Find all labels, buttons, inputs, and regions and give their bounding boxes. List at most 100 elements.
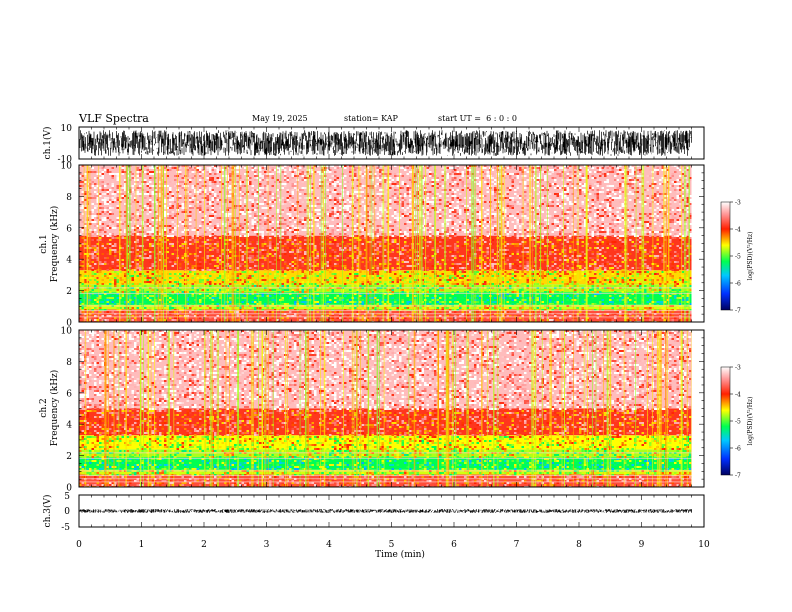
spectrogram-cell — [654, 193, 657, 195]
spectrogram-cell — [241, 191, 244, 193]
spectrogram-cell — [591, 177, 594, 179]
spectrogram-cell — [509, 243, 512, 245]
spectrogram-cell — [589, 193, 592, 195]
spectrogram-cell — [254, 225, 257, 227]
spectrogram-cell — [371, 181, 374, 183]
spectrogram-cell — [249, 215, 252, 217]
spectrogram-cell — [516, 213, 519, 215]
spectrogram-cell — [551, 251, 554, 253]
spectrogram-cell — [491, 217, 494, 219]
spectrogram-cell — [201, 221, 204, 223]
spectrogram-cell — [384, 165, 387, 167]
spectrogram-cell — [101, 203, 104, 205]
spectrogram-cell — [569, 247, 572, 249]
spectrogram-cell — [301, 165, 304, 167]
spectrogram-cell — [531, 243, 534, 245]
spectrogram-cell — [241, 223, 244, 225]
spectrogram-cell — [244, 241, 247, 243]
spectrogram-cell — [589, 241, 592, 243]
spectrogram-cell — [376, 251, 379, 253]
spectrogram-cell — [319, 225, 322, 227]
spectrogram-cell — [291, 197, 294, 199]
spectrogram-cell — [299, 169, 302, 171]
spectrogram-cell — [96, 233, 99, 235]
spectrogram-cell — [469, 173, 472, 175]
spectrogram-cell — [189, 183, 192, 185]
spectrogram-cell — [101, 217, 104, 219]
spectrogram-cell — [519, 167, 522, 169]
spectrogram-cell — [531, 187, 534, 189]
spectrogram-cell — [449, 247, 452, 249]
spectrogram-cell — [206, 169, 209, 171]
spectrogram-cell — [566, 193, 569, 195]
spectrogram-cell — [636, 173, 639, 175]
spectrogram-cell — [524, 247, 527, 249]
spectrogram-cell — [376, 241, 379, 243]
spectrogram-cell — [316, 197, 319, 199]
spectrogram-cell — [109, 253, 112, 255]
spectrogram-cell — [249, 181, 252, 183]
spectrogram-cell — [306, 207, 309, 209]
spectrogram-cell — [566, 167, 569, 169]
spectrogram-cell — [329, 197, 332, 199]
spectrogram-cell — [459, 193, 462, 195]
spectrogram-cell — [111, 233, 114, 235]
spectrogram-cell — [629, 177, 632, 179]
spectrogram-cell — [81, 221, 84, 223]
spectrogram-cell — [301, 189, 304, 191]
spectrogram-cell — [79, 183, 82, 185]
spectrogram-cell — [531, 231, 534, 233]
spectrogram-cell — [151, 165, 154, 167]
spectrogram-cell — [301, 211, 304, 213]
spectrogram-cell — [269, 179, 272, 181]
spectrogram-cell — [556, 175, 559, 177]
spectrogram-cell — [254, 227, 257, 229]
spectrogram-cell — [254, 171, 257, 173]
spectrogram-cell — [289, 235, 292, 237]
spectrogram-cell — [564, 203, 567, 205]
spectrogram-cell — [326, 217, 329, 219]
spectrogram-cell — [499, 201, 502, 203]
spectrogram-cell — [326, 243, 329, 245]
spectrogram-cell — [134, 179, 137, 181]
spectrogram-cell — [569, 167, 572, 169]
spectrogram-cell — [554, 187, 557, 189]
spectrogram-cell — [531, 171, 534, 173]
spectrogram-cell — [199, 211, 202, 213]
spectrogram-cell — [211, 247, 214, 249]
spectrogram-cell — [281, 171, 284, 173]
spectrogram-cell — [339, 213, 342, 215]
spectrogram-cell — [619, 195, 622, 197]
spectrogram-cell — [371, 167, 374, 169]
spectrogram-cell — [121, 197, 124, 199]
spectrogram-cell — [666, 211, 669, 213]
spectrogram-cell — [494, 189, 497, 191]
spectrogram-cell — [379, 177, 382, 179]
spectrogram-cell — [229, 199, 232, 201]
spectrogram-cell — [261, 235, 264, 237]
spectrogram-cell — [124, 185, 127, 187]
spectrogram-cell — [606, 167, 609, 169]
spectrogram-cell — [446, 245, 449, 247]
spectrogram-cell — [339, 225, 342, 227]
spectrogram-cell — [216, 241, 219, 243]
spectrogram-cell — [581, 215, 584, 217]
spectrogram-cell — [674, 171, 677, 173]
spectrogram-cell — [666, 165, 669, 167]
spectrogram-cell — [509, 165, 512, 167]
spectrogram-cell — [621, 241, 624, 243]
spectrogram-cell — [106, 253, 109, 255]
spectrogram-cell — [551, 171, 554, 173]
spectrogram-cell — [261, 249, 264, 251]
spectrogram-cell — [679, 203, 682, 205]
spectrogram-cell — [669, 187, 672, 189]
spectrogram-cell — [264, 223, 267, 225]
spectrogram-cell — [389, 237, 392, 239]
spectrogram-cell — [136, 189, 139, 191]
spectrogram-cell — [544, 195, 547, 197]
spectrogram-cell — [356, 167, 359, 169]
spectrogram-cell — [269, 193, 272, 195]
spectrogram-cell — [464, 205, 467, 207]
spectrogram-cell — [124, 179, 127, 181]
spectrogram-cell — [316, 203, 319, 205]
